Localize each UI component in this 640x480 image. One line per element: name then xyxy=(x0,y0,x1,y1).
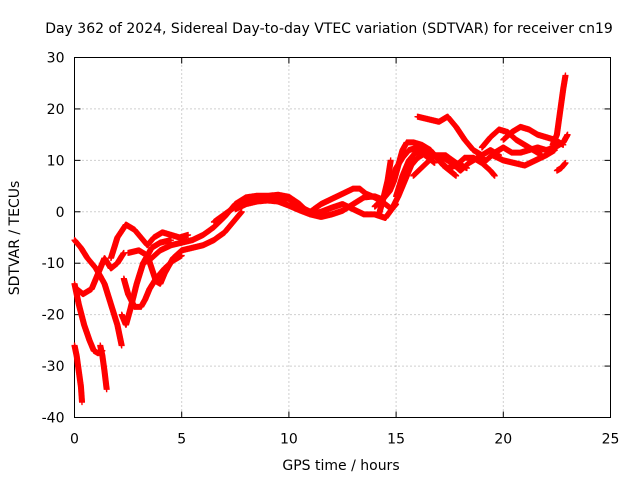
data-point-markers xyxy=(107,221,192,262)
y-tick-label: -10 xyxy=(42,256,65,272)
series-trace-17 xyxy=(414,113,502,159)
series-trace-23 xyxy=(410,152,470,179)
series-trace-22 xyxy=(553,159,569,174)
series-trace-9 xyxy=(125,208,245,287)
y-axis-label: SDTVAR / TECUs xyxy=(7,181,23,296)
series-trace-2 xyxy=(71,280,106,357)
data-point-markers xyxy=(414,113,502,159)
data-point-markers xyxy=(489,147,558,169)
y-tick-label: 0 xyxy=(56,205,65,221)
y-tick-label: 30 xyxy=(47,51,65,67)
series-trace-3 xyxy=(71,342,85,406)
data-point-markers xyxy=(73,249,127,298)
data-point-markers xyxy=(71,342,85,406)
axis-ticks xyxy=(74,57,611,418)
x-axis-label: GPS time / hours xyxy=(282,458,399,474)
y-tick-label: -30 xyxy=(42,359,65,375)
data-point-markers xyxy=(125,208,245,287)
series-trace-4 xyxy=(97,342,110,393)
series-trace-16 xyxy=(375,157,394,218)
y-tick-labels: -40 -30 -20 -10 0 10 20 30 xyxy=(42,51,65,427)
series-trace-1 xyxy=(71,237,125,349)
data-point-markers xyxy=(549,72,569,148)
data-point-markers xyxy=(375,157,394,218)
data-point-markers xyxy=(410,152,470,179)
series-trace-20 xyxy=(489,147,558,169)
x-tick-label: 10 xyxy=(280,432,298,448)
x-tick-label: 25 xyxy=(602,432,620,448)
series-trace-5 xyxy=(73,249,127,298)
x-tick-label: 0 xyxy=(70,432,79,448)
series-trace-6 xyxy=(107,221,192,262)
data-point-markers xyxy=(71,280,106,357)
chart-title: Day 362 of 2024, Sidereal Day-to-day VTE… xyxy=(45,21,613,37)
data-point-markers xyxy=(71,237,125,349)
data-point-markers xyxy=(553,159,569,174)
data-point-markers xyxy=(97,342,110,393)
y-tick-label: -40 xyxy=(42,411,65,427)
data-marks xyxy=(71,72,571,406)
x-tick-label: 20 xyxy=(494,432,512,448)
y-tick-label: 20 xyxy=(47,102,65,118)
x-tick-labels: 0 5 10 15 20 25 xyxy=(70,432,619,448)
series-trace-21 xyxy=(549,72,569,148)
y-tick-label: 10 xyxy=(47,153,65,169)
x-tick-label: 15 xyxy=(387,432,405,448)
x-tick-label: 5 xyxy=(177,432,186,448)
y-tick-label: -20 xyxy=(42,308,65,324)
